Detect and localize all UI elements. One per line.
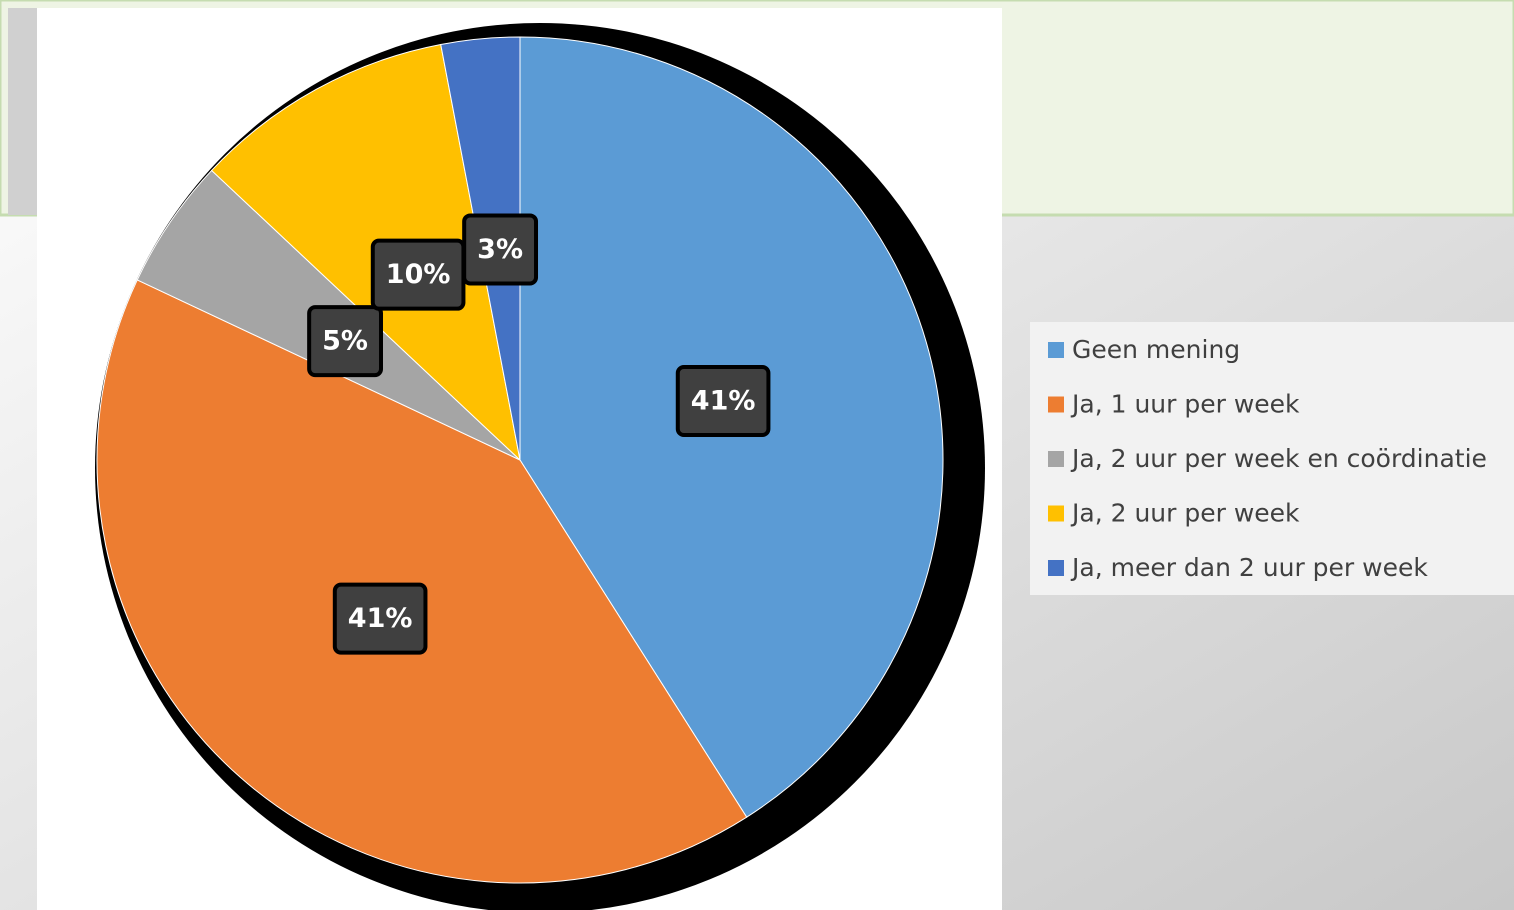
legend-swatch (1048, 560, 1064, 576)
legend-label: Ja, 2 uur per week (1070, 499, 1300, 528)
data-label: 41% (348, 603, 413, 634)
legend-label: Ja, 1 uur per week (1070, 390, 1300, 419)
data-label-box (462, 213, 539, 286)
legend-label: Geen mening (1072, 335, 1240, 364)
legend-swatch (1048, 396, 1064, 413)
pie-slice (210, 43, 521, 462)
data-label-box (332, 582, 428, 655)
legend-box (1030, 322, 1514, 595)
data-label-box (675, 364, 771, 437)
legend-label: Ja, meer dan 2 uur per week (1070, 553, 1428, 582)
legend-swatch (1048, 451, 1064, 467)
pie-slice (96, 279, 748, 884)
legend-swatch (1048, 342, 1064, 358)
data-label-box (307, 305, 383, 378)
data-label: 3% (477, 234, 523, 265)
data-label: 10% (386, 259, 451, 290)
legend-label: Ja, 2 uur per week en coördinatie (1070, 444, 1487, 473)
data-label: 5% (322, 326, 368, 357)
data-label: 41% (691, 385, 756, 416)
legend-swatch (1048, 505, 1064, 522)
